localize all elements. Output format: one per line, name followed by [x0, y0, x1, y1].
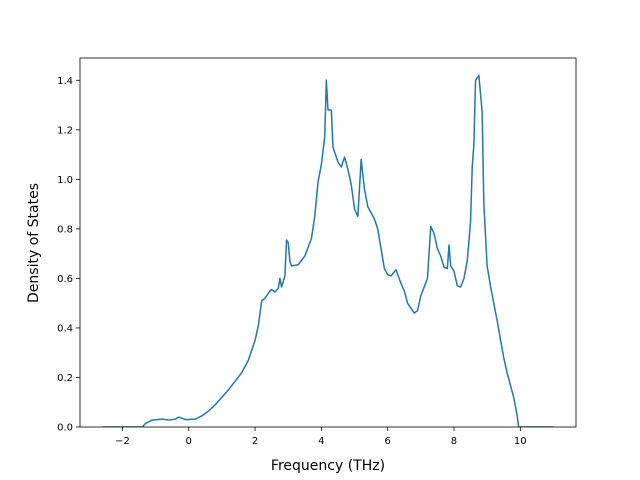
x-tick-label: 6 [384, 436, 390, 447]
y-tick-label: 0.0 [57, 423, 73, 434]
y-tick-label: 0.8 [57, 224, 73, 235]
line-series [102, 74, 554, 427]
x-tick-label: −2 [115, 436, 130, 447]
x-tick-label: 2 [252, 436, 258, 447]
y-axis-label: Density of States [26, 183, 42, 303]
plot-frame [79, 57, 577, 428]
x-axis-label: Frequency (THz) [271, 458, 385, 474]
y-tick-label: 0.2 [57, 373, 73, 384]
x-tick-label: 8 [451, 436, 457, 447]
x-tick-label: 10 [514, 436, 527, 447]
y-tick-label: 1.0 [57, 175, 73, 186]
y-tick-label: 1.4 [57, 76, 73, 87]
x-tick-label: 4 [318, 436, 324, 447]
y-tick-label: 0.4 [57, 323, 73, 334]
y-tick-label: 0.6 [57, 274, 73, 285]
y-tick-label: 1.2 [57, 125, 73, 136]
x-tick-label: 0 [186, 436, 192, 447]
